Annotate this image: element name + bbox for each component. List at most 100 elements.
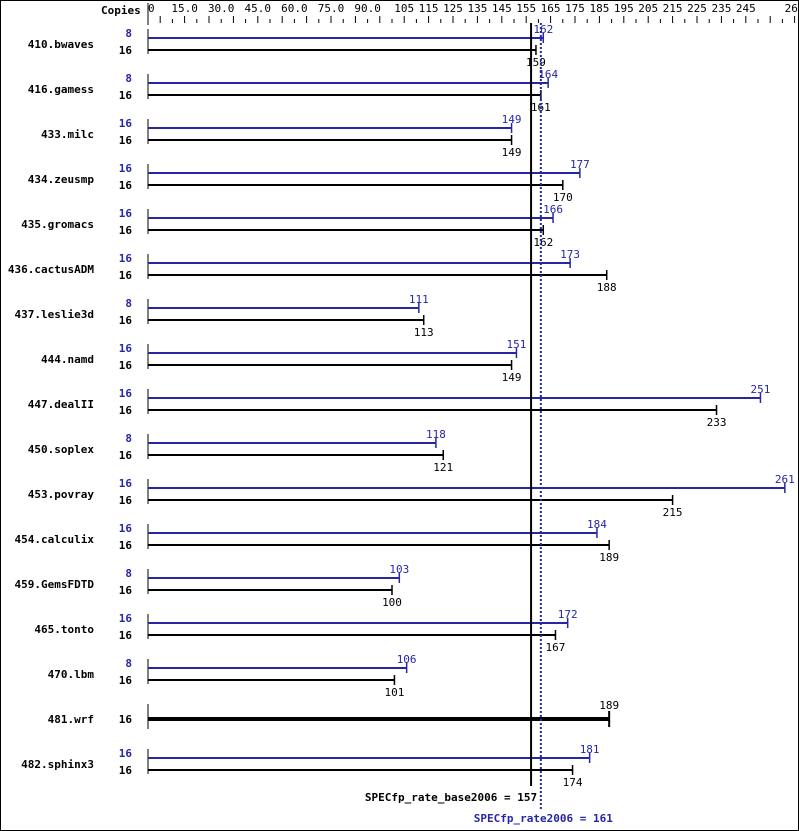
peak-copies: 16 [119,162,133,175]
base-value: 188 [597,281,617,294]
base-copies: 16 [119,764,133,777]
benchmark-label: 482.sphinx3 [21,758,94,771]
peak-value: 173 [560,248,580,261]
benchmark-label: 450.soplex [28,443,95,456]
benchmark-label: 465.tonto [34,623,94,636]
base-copies: 16 [119,404,133,417]
peak-value: 149 [502,113,522,126]
base-copies: 16 [119,713,133,726]
tick-label: 145 [492,2,512,15]
benchmark-label: 416.gamess [28,83,94,96]
peak-copies: 16 [119,342,133,355]
base-value: 233 [707,416,727,429]
peak-value: 111 [409,293,429,306]
base-value: 113 [414,326,434,339]
peak-copies: 16 [119,477,133,490]
tick-label: 45.0 [245,2,272,15]
tick-label: 185 [589,2,609,15]
tick-label: 175 [565,2,585,15]
base-copies: 16 [119,89,133,102]
base-value: 167 [546,641,566,654]
base-copies: 16 [119,179,133,192]
base-copies: 16 [119,584,133,597]
base-copies: 16 [119,674,133,687]
base-value: 189 [599,551,619,564]
base-value: 149 [502,146,522,159]
peak-value: 166 [543,203,563,216]
tick-label: 205 [638,2,658,15]
tick-label: 155 [516,2,536,15]
tick-label: 105 [394,2,414,15]
copies-header: Copies [101,4,141,17]
peak-value: 151 [507,338,527,351]
base-copies: 16 [119,269,133,282]
peak-value: 162 [533,23,553,36]
peak-value: 261 [775,473,795,486]
peak-value: 106 [397,653,417,666]
base-value: 101 [385,686,405,699]
tick-label: 235 [711,2,731,15]
tick-label: 15.0 [171,2,198,15]
base-copies: 16 [119,224,133,237]
peak-value: 181 [580,743,600,756]
base-copies: 16 [119,494,133,507]
base-value: 170 [553,191,573,204]
base-metric-label: SPECfp_rate_base2006 = 157 [365,791,537,804]
base-value: 121 [433,461,453,474]
base-value: 149 [502,371,522,384]
tick-label: 125 [443,2,463,15]
peak-copies: 8 [125,657,132,670]
benchmark-label: 454.calculix [15,533,95,546]
base-value: 162 [533,236,553,249]
benchmark-label: 437.leslie3d [15,308,94,321]
tick-label: 245 [736,2,756,15]
peak-copies: 8 [125,432,132,445]
peak-copies: 16 [119,207,133,220]
tick-label: 60.0 [281,2,308,15]
base-copies: 16 [119,44,133,57]
peak-copies: 16 [119,117,133,130]
tick-label: 115 [419,2,439,15]
tick-label: 225 [687,2,707,15]
base-copies: 16 [119,539,133,552]
peak-value: 164 [538,68,558,81]
peak-copies: 8 [125,297,132,310]
tick-label: 0 [148,2,155,15]
peak-copies: 16 [119,612,133,625]
peak-value: 177 [570,158,590,171]
base-value: 174 [563,776,583,789]
tick-label: 265 [785,2,799,15]
tick-label: 195 [614,2,634,15]
benchmark-label: 434.zeusmp [28,173,95,186]
tick-label: 75.0 [318,2,345,15]
base-copies: 16 [119,314,133,327]
benchmark-label: 444.namd [41,353,94,366]
base-copies: 16 [119,629,133,642]
benchmark-label: 470.lbm [48,668,95,681]
peak-copies: 16 [119,387,133,400]
benchmark-label: 459.GemsFDTD [15,578,95,591]
benchmark-label: 481.wrf [48,713,94,726]
tick-label: 165 [541,2,561,15]
tick-label: 215 [663,2,683,15]
benchmark-label: 453.povray [28,488,95,501]
benchmark-label: 410.bwaves [28,38,94,51]
benchmark-label: 435.gromacs [21,218,94,231]
base-copies: 16 [119,359,133,372]
peak-copies: 16 [119,747,133,760]
base-copies: 16 [119,134,133,147]
base-value: 189 [599,699,619,712]
peak-metric-label: SPECfp_rate2006 = 161 [474,812,613,825]
base-copies: 16 [119,449,133,462]
peak-value: 172 [558,608,578,621]
peak-copies: 16 [119,252,133,265]
benchmark-label: 433.milc [41,128,94,141]
peak-value: 118 [426,428,446,441]
peak-value: 251 [751,383,771,396]
peak-copies: 8 [125,27,132,40]
base-value: 215 [663,506,683,519]
tick-label: 135 [467,2,487,15]
base-value: 100 [382,596,402,609]
peak-copies: 8 [125,567,132,580]
